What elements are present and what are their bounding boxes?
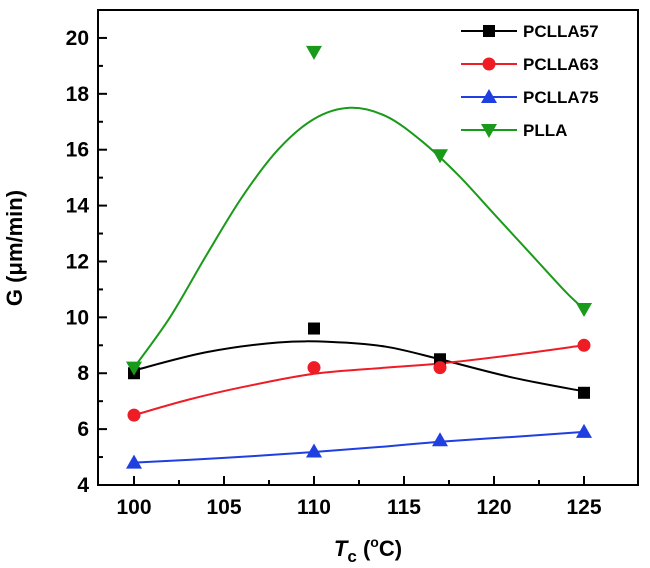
x-axis-title-degree: o: [370, 534, 379, 550]
data-point-pclla75: [432, 432, 448, 447]
legend: PCLLA57 PCLLA63 PCLLA75 PLLA: [461, 22, 599, 140]
data-point-pclla75: [126, 454, 142, 469]
x-axis-title-subscript: c: [347, 547, 356, 566]
legend-label-pclla75: PCLLA75: [523, 88, 599, 107]
x-axis-title-unit-open: (: [357, 536, 371, 561]
fit-curve-pclla57: [133, 340, 585, 393]
data-markers: [126, 45, 592, 469]
x-tick-label: 120: [476, 496, 511, 519]
x-axis-title: Tc (oC): [334, 534, 402, 566]
y-tick-label: 16: [66, 139, 89, 162]
y-tick-label: 12: [66, 250, 89, 273]
y-tick-label: 8: [77, 362, 89, 385]
x-axis-title-unit-close: C): [379, 536, 402, 561]
x-axis-title-symbol: T: [334, 536, 349, 561]
fit-curves: [133, 106, 585, 464]
legend-label-plla: PLLA: [523, 121, 567, 140]
x-tick-label: 125: [566, 496, 601, 519]
legend-marker-pclla57: [483, 25, 495, 37]
data-point-plla: [576, 302, 592, 317]
x-tick-label: 105: [206, 496, 241, 519]
y-tick-label: 10: [66, 306, 89, 329]
legend-marker-pclla75: [481, 89, 497, 103]
y-axis: 4 6 8 10 12 14 16 18 20: [66, 27, 107, 497]
fit-curve-pclla63: [133, 344, 585, 417]
data-point-plla: [126, 361, 142, 376]
fit-curve-pclla75: [133, 430, 585, 464]
data-point-pclla75: [306, 443, 322, 458]
y-tick-label: 20: [66, 27, 89, 50]
data-point-plla: [432, 149, 448, 164]
legend-label-pclla63: PCLLA63: [523, 55, 599, 74]
data-point-plla: [306, 45, 322, 60]
fit-curve-plla: [133, 106, 585, 369]
data-point-pclla63: [577, 338, 591, 352]
y-tick-label: 14: [66, 195, 90, 218]
legend-marker-pclla63: [482, 57, 496, 71]
data-point-pclla75: [576, 423, 592, 438]
y-axis-title: G (μm/min): [2, 190, 27, 306]
legend-marker-plla: [481, 124, 497, 138]
data-point-pclla57: [578, 386, 590, 399]
y-tick-label: 6: [77, 418, 89, 441]
x-axis: 100 105 110 115 120 125: [116, 476, 602, 519]
legend-label-pclla57: PCLLA57: [523, 22, 599, 41]
x-tick-label: 115: [387, 496, 421, 519]
x-tick-label: 110: [297, 496, 331, 519]
y-tick-label: 4: [77, 474, 89, 497]
plot-frame: [97, 9, 639, 486]
data-point-pclla63: [433, 361, 447, 375]
data-point-pclla63: [127, 408, 141, 422]
x-tick-label: 100: [116, 496, 151, 519]
y-tick-label: 18: [66, 83, 90, 106]
data-point-pclla57: [308, 322, 320, 335]
data-point-pclla63: [307, 361, 321, 375]
